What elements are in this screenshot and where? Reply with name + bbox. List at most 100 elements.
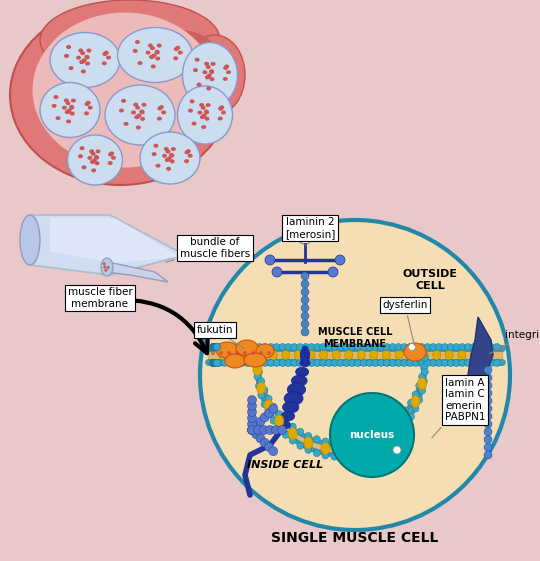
Text: OUTSIDE
CELL: OUTSIDE CELL (402, 269, 457, 291)
Ellipse shape (152, 152, 157, 156)
Circle shape (251, 351, 255, 355)
Ellipse shape (332, 350, 340, 360)
Circle shape (200, 220, 510, 530)
Circle shape (389, 360, 396, 366)
Circle shape (221, 360, 228, 366)
Ellipse shape (194, 58, 200, 62)
Circle shape (262, 343, 269, 351)
Ellipse shape (223, 66, 228, 70)
Text: bundle of
muscle fibers: bundle of muscle fibers (166, 237, 250, 262)
Ellipse shape (82, 165, 86, 169)
Circle shape (253, 364, 260, 370)
Ellipse shape (458, 350, 466, 360)
Circle shape (233, 343, 240, 351)
Circle shape (313, 436, 320, 443)
Circle shape (210, 360, 217, 366)
Circle shape (279, 343, 286, 351)
Circle shape (407, 343, 414, 351)
Circle shape (484, 451, 492, 459)
Circle shape (211, 360, 218, 366)
Circle shape (421, 355, 428, 361)
Circle shape (256, 434, 265, 443)
Circle shape (301, 296, 309, 304)
Ellipse shape (339, 444, 348, 456)
Circle shape (247, 425, 256, 435)
Ellipse shape (264, 399, 273, 412)
Circle shape (265, 443, 273, 452)
Ellipse shape (50, 33, 120, 88)
Ellipse shape (199, 103, 204, 107)
Ellipse shape (139, 109, 144, 113)
Circle shape (464, 343, 471, 351)
Circle shape (395, 343, 402, 351)
Circle shape (211, 360, 218, 366)
Circle shape (255, 383, 262, 389)
Ellipse shape (85, 62, 90, 66)
Ellipse shape (411, 396, 420, 407)
Circle shape (269, 447, 278, 456)
Circle shape (227, 351, 231, 355)
Ellipse shape (85, 56, 90, 59)
Circle shape (244, 360, 251, 366)
Ellipse shape (156, 164, 160, 168)
Circle shape (305, 433, 312, 439)
Ellipse shape (288, 427, 297, 440)
Circle shape (210, 360, 217, 366)
Circle shape (484, 374, 492, 381)
Ellipse shape (188, 109, 193, 113)
Circle shape (328, 267, 338, 277)
Ellipse shape (96, 149, 100, 154)
Circle shape (337, 343, 344, 351)
Polygon shape (50, 218, 180, 263)
Ellipse shape (236, 340, 258, 356)
Circle shape (213, 360, 220, 366)
Circle shape (340, 439, 347, 447)
Ellipse shape (140, 30, 220, 90)
Circle shape (265, 395, 272, 402)
Circle shape (484, 412, 492, 420)
Circle shape (389, 343, 396, 351)
Circle shape (412, 391, 419, 398)
Circle shape (430, 360, 437, 366)
Ellipse shape (91, 159, 96, 164)
Circle shape (247, 425, 256, 435)
Ellipse shape (161, 111, 166, 114)
Ellipse shape (141, 103, 146, 107)
Ellipse shape (205, 75, 210, 80)
Circle shape (212, 343, 219, 351)
Circle shape (266, 425, 274, 435)
Ellipse shape (222, 77, 228, 81)
Circle shape (291, 343, 298, 351)
Circle shape (464, 360, 471, 366)
Circle shape (413, 360, 420, 366)
Circle shape (383, 343, 390, 351)
Circle shape (213, 343, 220, 351)
Circle shape (279, 360, 286, 366)
Circle shape (213, 343, 220, 351)
Ellipse shape (388, 425, 397, 437)
Circle shape (320, 360, 327, 366)
Circle shape (221, 343, 228, 351)
Circle shape (211, 360, 218, 366)
Ellipse shape (92, 158, 97, 163)
Circle shape (250, 343, 257, 351)
Circle shape (227, 360, 234, 366)
Circle shape (258, 378, 265, 385)
Circle shape (402, 421, 409, 428)
Ellipse shape (209, 69, 214, 73)
Ellipse shape (84, 102, 90, 106)
Circle shape (366, 343, 373, 351)
Circle shape (484, 435, 492, 444)
Circle shape (396, 414, 403, 421)
Circle shape (421, 368, 428, 375)
Circle shape (252, 430, 261, 439)
Ellipse shape (135, 40, 140, 44)
Circle shape (360, 360, 367, 366)
Ellipse shape (107, 161, 113, 165)
Circle shape (349, 360, 356, 366)
Circle shape (211, 343, 218, 351)
Ellipse shape (124, 122, 129, 126)
Circle shape (282, 417, 289, 424)
Circle shape (331, 439, 338, 446)
Circle shape (413, 343, 420, 351)
